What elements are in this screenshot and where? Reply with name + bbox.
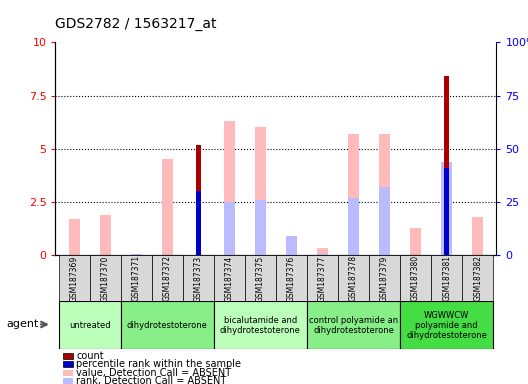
Text: GSM187373: GSM187373 (194, 255, 203, 301)
Bar (348, 134, 359, 255)
Bar (317, 248, 328, 255)
Text: GSM187371: GSM187371 (131, 255, 140, 301)
Bar (196, 191, 201, 255)
Text: GSM187377: GSM187377 (318, 255, 327, 301)
Bar (131, 254, 142, 255)
Bar (245, 255, 276, 301)
Bar (214, 255, 245, 301)
Bar (255, 200, 266, 255)
Text: GSM187380: GSM187380 (411, 255, 420, 301)
Bar (214, 301, 307, 349)
Text: control polyamide an
dihydrotestoterone: control polyamide an dihydrotestoterone (309, 316, 398, 335)
Bar (379, 134, 390, 255)
Text: GSM187370: GSM187370 (101, 255, 110, 301)
Text: GSM187382: GSM187382 (473, 255, 482, 301)
Bar (348, 198, 359, 255)
Bar (131, 254, 142, 255)
Text: value, Detection Call = ABSENT: value, Detection Call = ABSENT (76, 367, 231, 378)
Text: rank, Detection Call = ABSENT: rank, Detection Call = ABSENT (76, 376, 227, 384)
Text: GSM187375: GSM187375 (256, 255, 265, 301)
Text: dihydrotestoterone: dihydrotestoterone (127, 321, 208, 330)
Bar (120, 301, 214, 349)
Text: GSM187379: GSM187379 (380, 255, 389, 301)
Text: GSM187369: GSM187369 (70, 255, 79, 301)
Bar (59, 301, 120, 349)
Bar (286, 236, 297, 255)
Bar (441, 162, 452, 255)
Text: GSM187372: GSM187372 (163, 255, 172, 301)
Bar (462, 255, 493, 301)
Bar (307, 255, 338, 301)
Bar (196, 144, 201, 255)
Text: count: count (76, 351, 103, 361)
Text: bicalutamide and
dihydrotestoterone: bicalutamide and dihydrotestoterone (220, 316, 301, 335)
Bar (472, 217, 483, 255)
Bar (400, 255, 431, 301)
Text: agent: agent (6, 319, 39, 329)
Bar (379, 187, 390, 255)
Bar (90, 255, 120, 301)
Bar (431, 255, 462, 301)
Bar (444, 168, 449, 255)
Bar (100, 215, 110, 255)
Text: GSM187374: GSM187374 (225, 255, 234, 301)
Bar (255, 127, 266, 255)
Bar (183, 255, 214, 301)
Bar (400, 301, 493, 349)
Bar (307, 301, 400, 349)
Text: GSM187378: GSM187378 (349, 255, 358, 301)
Text: percentile rank within the sample: percentile rank within the sample (76, 359, 241, 369)
Bar (224, 202, 235, 255)
Bar (338, 255, 369, 301)
Text: GSM187376: GSM187376 (287, 255, 296, 301)
Text: GSM187381: GSM187381 (442, 255, 451, 301)
Bar (69, 219, 80, 255)
Text: WGWWCW
polyamide and
dihydrotestoterone: WGWWCW polyamide and dihydrotestoterone (406, 311, 487, 340)
Bar (224, 121, 235, 255)
Bar (276, 255, 307, 301)
Bar (444, 76, 449, 255)
Text: untreated: untreated (69, 321, 110, 330)
Bar (120, 255, 152, 301)
Bar (162, 159, 173, 255)
Bar (59, 255, 90, 301)
Bar (152, 255, 183, 301)
Bar (410, 228, 421, 255)
Bar (317, 254, 328, 255)
Bar (369, 255, 400, 301)
Text: GDS2782 / 1563217_at: GDS2782 / 1563217_at (55, 17, 217, 31)
